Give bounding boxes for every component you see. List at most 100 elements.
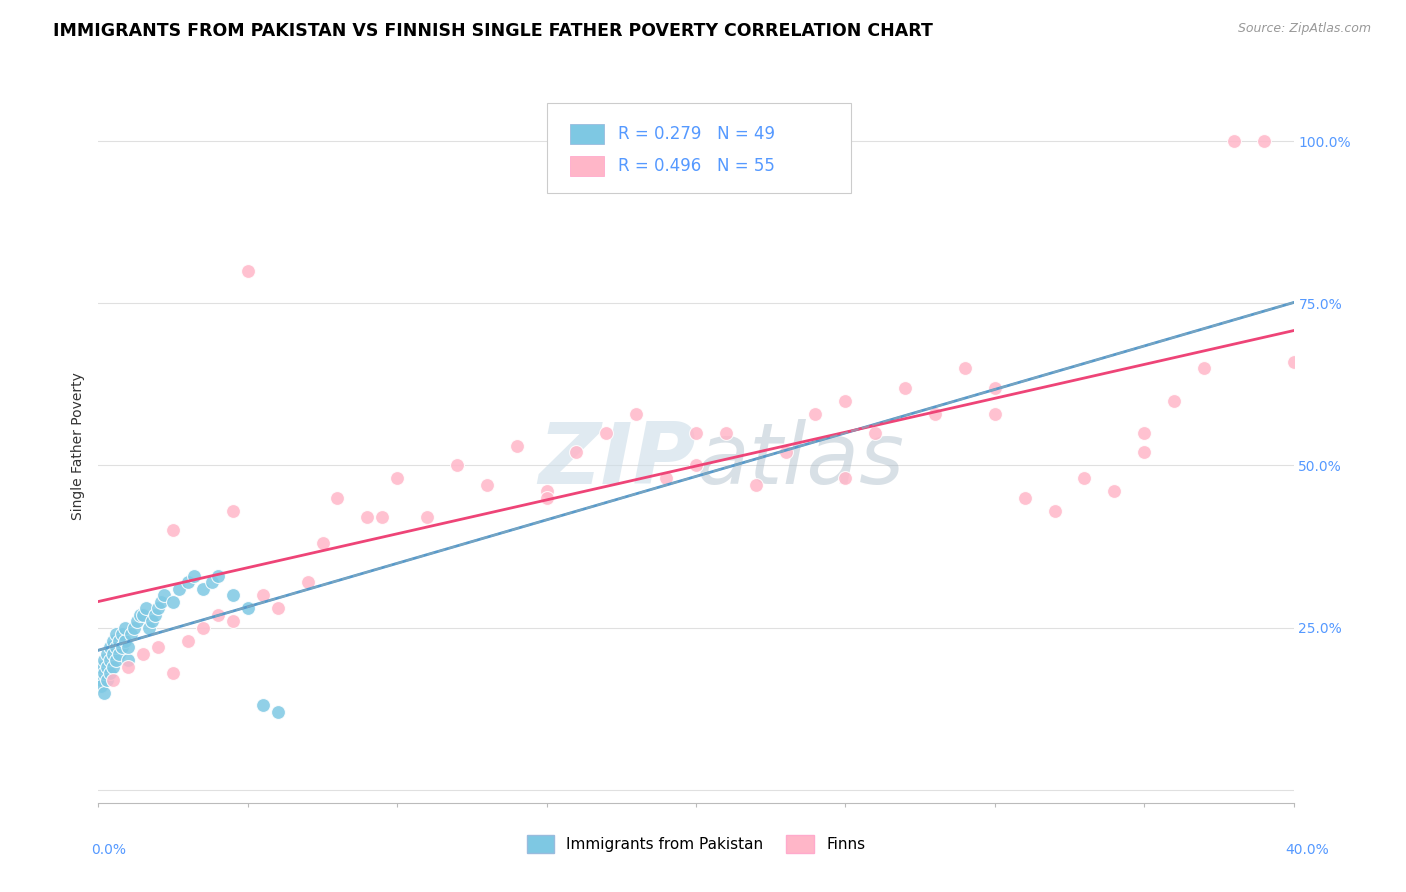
Point xyxy=(297,575,319,590)
Point xyxy=(105,653,128,667)
Point xyxy=(103,659,125,673)
Text: IMMIGRANTS FROM PAKISTAN VS FINNISH SINGLE FATHER POVERTY CORRELATION CHART: IMMIGRANTS FROM PAKISTAN VS FINNISH SING… xyxy=(53,22,934,40)
Point xyxy=(90,673,112,687)
Point xyxy=(98,653,122,667)
Point xyxy=(311,536,333,550)
Point xyxy=(356,510,378,524)
Point xyxy=(834,471,856,485)
Y-axis label: Single Father Poverty: Single Father Poverty xyxy=(72,372,86,520)
Point xyxy=(267,601,290,615)
Point xyxy=(108,633,131,648)
Point xyxy=(103,633,125,648)
Point xyxy=(150,595,173,609)
Point xyxy=(475,478,498,492)
Point xyxy=(98,640,122,654)
Point xyxy=(252,698,274,713)
Point xyxy=(207,607,229,622)
Point xyxy=(105,640,128,654)
Point xyxy=(90,679,112,693)
Point xyxy=(565,445,588,459)
Point xyxy=(536,491,558,505)
Point xyxy=(114,633,136,648)
Point xyxy=(114,621,136,635)
Point xyxy=(1104,484,1126,499)
Point xyxy=(1043,504,1066,518)
Point xyxy=(385,471,409,485)
Point xyxy=(124,621,146,635)
Point xyxy=(745,478,768,492)
Point xyxy=(775,445,797,459)
Point xyxy=(371,510,394,524)
Text: atlas: atlas xyxy=(696,418,904,502)
Point xyxy=(162,524,184,538)
Point xyxy=(162,595,184,609)
Point xyxy=(1073,471,1095,485)
Point xyxy=(506,439,529,453)
Point xyxy=(222,614,245,628)
Point xyxy=(984,381,1007,395)
Point xyxy=(148,601,170,615)
Point xyxy=(416,510,439,524)
Point xyxy=(267,705,290,719)
Point xyxy=(626,407,648,421)
Point xyxy=(191,582,214,596)
Point xyxy=(236,264,259,278)
Point xyxy=(90,659,112,673)
Point xyxy=(894,381,917,395)
Point xyxy=(93,653,115,667)
Text: 0.0%: 0.0% xyxy=(91,843,127,857)
Text: R = 0.496   N = 55: R = 0.496 N = 55 xyxy=(619,157,775,175)
Legend: Immigrants from Pakistan, Finns: Immigrants from Pakistan, Finns xyxy=(520,829,872,859)
Point xyxy=(117,640,139,654)
Point xyxy=(1223,134,1246,148)
Point xyxy=(685,425,707,440)
Point xyxy=(98,666,122,681)
Point xyxy=(222,588,245,602)
Text: 40.0%: 40.0% xyxy=(1285,843,1329,857)
Point xyxy=(865,425,887,440)
Point xyxy=(236,601,259,615)
Point xyxy=(183,568,205,582)
Point xyxy=(177,633,200,648)
Point xyxy=(105,627,128,641)
Point xyxy=(1192,361,1215,376)
Point xyxy=(111,627,134,641)
Point xyxy=(103,673,125,687)
Point xyxy=(135,601,157,615)
Point xyxy=(655,471,678,485)
Point xyxy=(924,407,946,421)
Point xyxy=(120,627,142,641)
Point xyxy=(132,647,155,661)
Bar xyxy=(571,155,605,176)
Point xyxy=(167,582,190,596)
Point xyxy=(129,607,152,622)
Point xyxy=(207,568,229,582)
Point xyxy=(804,407,827,421)
Point xyxy=(834,393,856,408)
Point xyxy=(93,685,115,699)
Point xyxy=(96,673,118,687)
Point xyxy=(108,647,131,661)
Point xyxy=(143,607,166,622)
Point xyxy=(138,621,160,635)
Text: Source: ZipAtlas.com: Source: ZipAtlas.com xyxy=(1237,22,1371,36)
Point xyxy=(103,647,125,661)
Point xyxy=(191,621,214,635)
Point xyxy=(96,647,118,661)
Point xyxy=(93,666,115,681)
Point xyxy=(222,504,245,518)
Text: R = 0.279   N = 49: R = 0.279 N = 49 xyxy=(619,125,775,143)
Point xyxy=(252,588,274,602)
Point xyxy=(1014,491,1036,505)
Point xyxy=(446,458,468,473)
Point xyxy=(595,425,617,440)
FancyBboxPatch shape xyxy=(547,103,852,193)
Point xyxy=(117,653,139,667)
Point xyxy=(177,575,200,590)
Point xyxy=(536,484,558,499)
Point xyxy=(326,491,349,505)
Point xyxy=(117,659,139,673)
Point xyxy=(141,614,163,628)
Text: ZIP: ZIP xyxy=(538,418,696,502)
Point xyxy=(153,588,176,602)
